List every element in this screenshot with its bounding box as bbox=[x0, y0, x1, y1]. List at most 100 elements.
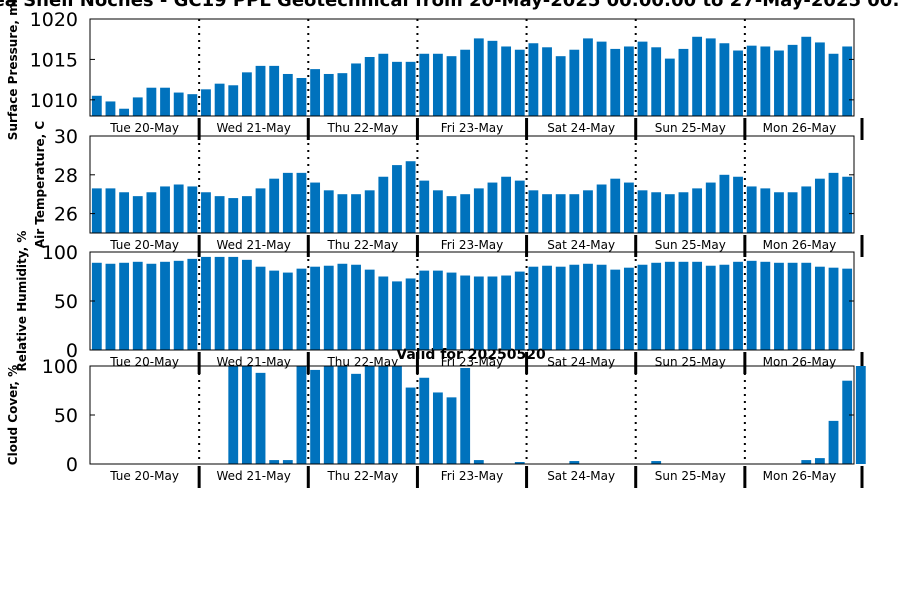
x-tick-label: Wed 21-May bbox=[217, 469, 291, 483]
bar bbox=[392, 281, 402, 350]
bar bbox=[255, 372, 266, 464]
x-tick-label: Sun 25-May bbox=[655, 355, 726, 369]
bar bbox=[214, 256, 225, 350]
bar bbox=[678, 192, 689, 233]
bar bbox=[733, 176, 743, 233]
panel-3: Tue 20-May Wed 21-May Thu 22-May Fri 23-May… bbox=[15, 231, 864, 374]
bar bbox=[378, 53, 389, 116]
bar bbox=[678, 261, 689, 350]
bar bbox=[733, 50, 743, 116]
bar bbox=[473, 188, 484, 233]
bar bbox=[596, 264, 607, 350]
bar bbox=[105, 263, 116, 350]
bar bbox=[405, 387, 416, 464]
bar bbox=[405, 61, 416, 116]
bar bbox=[364, 269, 375, 350]
bar bbox=[269, 460, 280, 464]
x-tick-label: Fri 23-May bbox=[441, 238, 504, 252]
bar bbox=[542, 265, 552, 350]
bar bbox=[719, 43, 730, 116]
bar bbox=[228, 198, 239, 233]
bar bbox=[637, 41, 648, 116]
bar bbox=[337, 366, 348, 464]
bar bbox=[705, 38, 716, 116]
bar bbox=[132, 97, 143, 116]
bar bbox=[610, 178, 621, 233]
bar bbox=[269, 65, 280, 116]
bar bbox=[746, 186, 757, 233]
bar bbox=[392, 165, 402, 233]
bar bbox=[432, 270, 443, 350]
bar bbox=[378, 366, 389, 464]
bar bbox=[405, 278, 416, 350]
y-tick-label: 0 bbox=[66, 454, 78, 476]
bar bbox=[692, 188, 703, 233]
bar bbox=[91, 188, 102, 233]
bar bbox=[310, 69, 321, 116]
bar bbox=[228, 366, 239, 464]
y-axis-label: Air Temperature, C bbox=[33, 121, 47, 249]
bar bbox=[623, 267, 634, 350]
bar bbox=[282, 460, 293, 464]
axes-box bbox=[89, 135, 855, 234]
bar bbox=[173, 260, 184, 350]
bar bbox=[460, 367, 471, 464]
bar bbox=[173, 92, 184, 116]
bar bbox=[514, 462, 525, 464]
bar bbox=[132, 196, 143, 233]
bar bbox=[146, 263, 157, 350]
panels-group: Tue 20-May Wed 21-May Thu 22-May Fri 23-May… bbox=[6, 0, 866, 488]
bar bbox=[487, 276, 498, 350]
bar bbox=[282, 73, 293, 116]
bar bbox=[542, 194, 552, 233]
bar bbox=[419, 180, 430, 233]
bar bbox=[569, 194, 580, 233]
bar bbox=[501, 275, 512, 350]
y-tick-label: 50 bbox=[54, 291, 78, 313]
x-tick-label: Sun 25-May bbox=[655, 238, 726, 252]
bar bbox=[828, 267, 839, 350]
bar bbox=[801, 36, 812, 116]
bar bbox=[528, 266, 539, 350]
bar bbox=[814, 178, 825, 233]
x-tick-label: Wed 21-May bbox=[217, 238, 291, 252]
bar bbox=[569, 49, 580, 116]
bar bbox=[569, 461, 580, 464]
x-tick-label: Fri 23-May bbox=[441, 355, 504, 369]
bar bbox=[173, 184, 184, 233]
bar bbox=[255, 188, 266, 233]
bar bbox=[746, 260, 757, 350]
bar bbox=[787, 44, 798, 117]
x-tick-label: Tue 20-May bbox=[109, 238, 179, 252]
bar bbox=[378, 276, 389, 350]
bar bbox=[160, 261, 170, 350]
y-tick-label: 0 bbox=[66, 340, 78, 362]
bar bbox=[378, 176, 389, 233]
bar bbox=[842, 46, 853, 117]
bar bbox=[201, 89, 211, 116]
bar bbox=[460, 194, 471, 233]
bar bbox=[678, 48, 689, 116]
bar bbox=[323, 366, 334, 464]
bar bbox=[241, 196, 252, 233]
bar bbox=[146, 87, 157, 116]
x-tick-label: Wed 21-May bbox=[217, 355, 291, 369]
x-tick-label: Mon 26-May bbox=[763, 121, 837, 135]
x-tick-label: Sun 25-May bbox=[655, 121, 726, 135]
bar bbox=[733, 261, 743, 350]
bar bbox=[487, 182, 498, 233]
bar bbox=[501, 46, 512, 117]
x-tick-label: Sat 24-May bbox=[547, 469, 615, 483]
panel-4: Tue 20-May Wed 21-May Thu 22-May Fri 23-May… bbox=[6, 356, 866, 488]
bar bbox=[814, 42, 825, 116]
x-tick-label: Sat 24-May bbox=[547, 238, 615, 252]
bar bbox=[814, 266, 825, 350]
x-tick-label: Fri 23-May bbox=[441, 121, 504, 135]
bar bbox=[692, 36, 703, 116]
bar bbox=[596, 184, 607, 233]
y-axis-label: Relative Humidity, % bbox=[15, 231, 29, 372]
bar bbox=[473, 38, 484, 116]
x-tick-label: Sat 24-May bbox=[547, 121, 615, 135]
bar bbox=[651, 461, 662, 464]
